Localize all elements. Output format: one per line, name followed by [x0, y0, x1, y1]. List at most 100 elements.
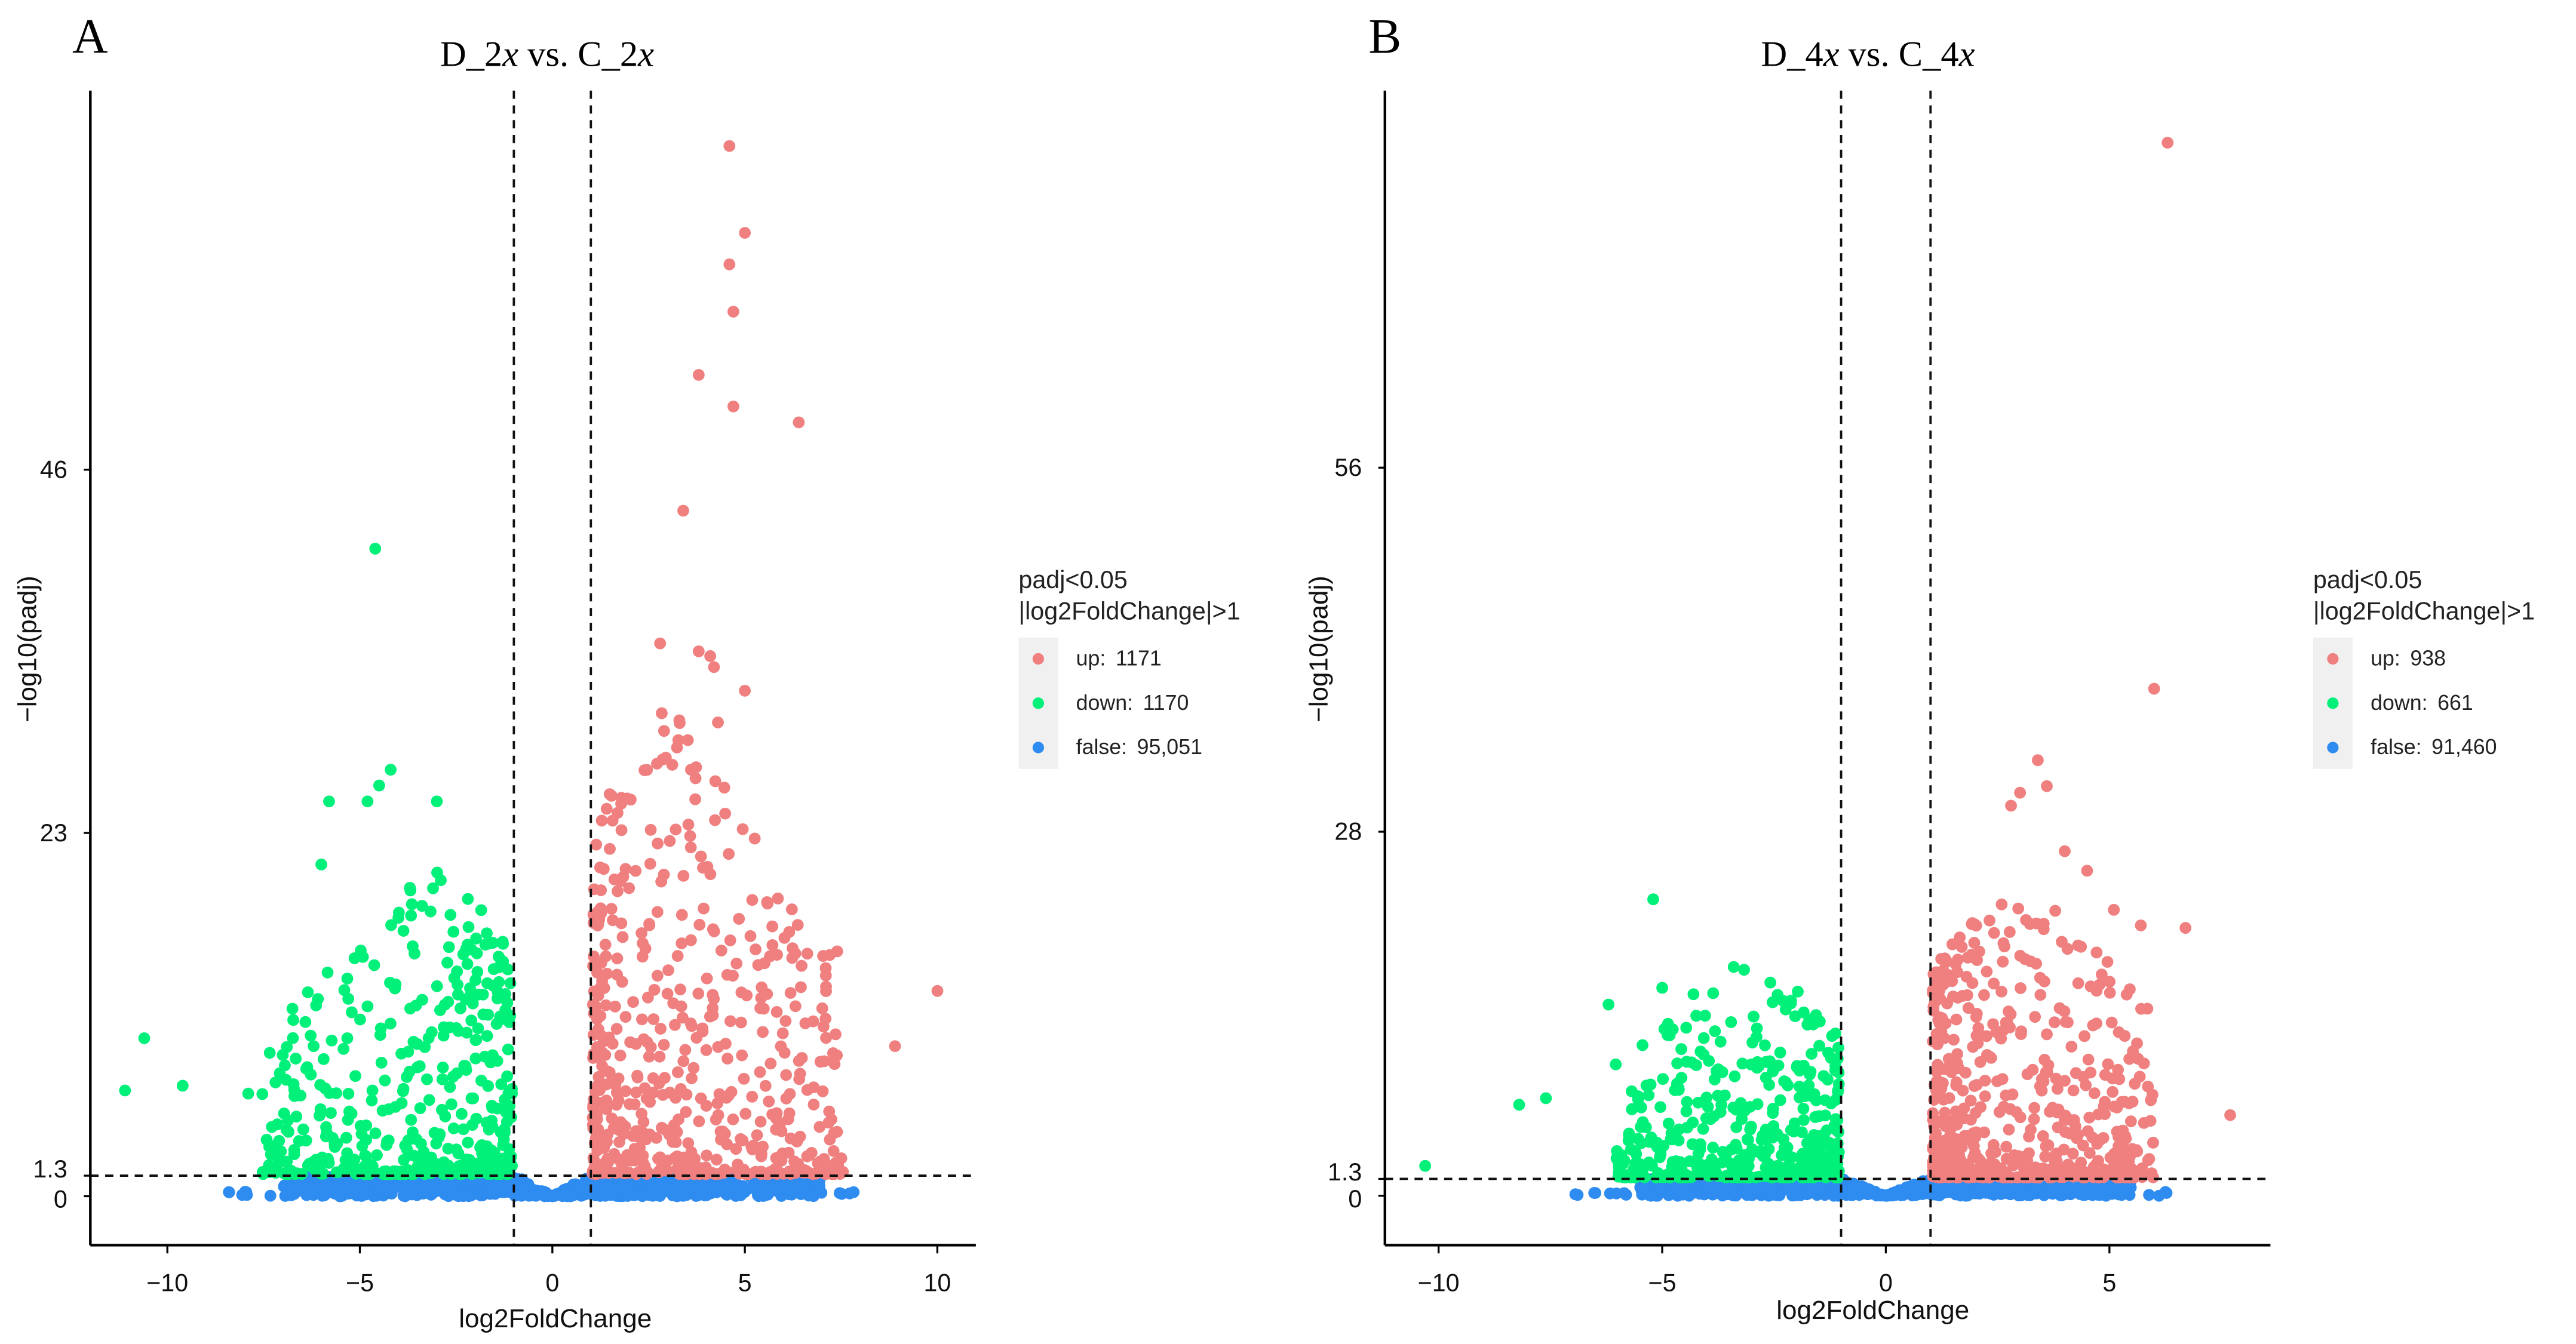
point-up [669, 1019, 681, 1031]
point-up [796, 959, 808, 972]
point-down [373, 779, 385, 792]
point-up [1929, 989, 1941, 1001]
point-down [502, 1043, 514, 1056]
point-up [746, 894, 759, 906]
point-up [676, 909, 688, 921]
point-up [624, 1036, 637, 1048]
point-down [356, 1140, 369, 1152]
point-down [366, 1094, 378, 1107]
point-up [715, 945, 727, 957]
point-up [709, 814, 721, 826]
point-up [682, 1137, 695, 1149]
point-up [2081, 865, 2093, 877]
point-up [647, 1013, 660, 1025]
point-down [1752, 1060, 1765, 1072]
point-up [754, 1066, 766, 1078]
point-up [819, 1013, 832, 1025]
point-up [791, 1136, 803, 1148]
point-down [1681, 1171, 1694, 1183]
point-up [1985, 1157, 1997, 1169]
point-false [788, 1180, 800, 1192]
point-down [308, 1040, 320, 1052]
x-tick-label: 5 [738, 1269, 752, 1296]
point-false [1589, 1187, 1602, 1199]
point-up [664, 835, 676, 847]
point-up [2131, 1037, 2143, 1050]
point-up [2034, 989, 2047, 1001]
point-up [701, 972, 713, 985]
point-down [1755, 1134, 1768, 1146]
point-up [784, 987, 797, 999]
point-down [369, 543, 382, 555]
point-false [1755, 1186, 1767, 1199]
point-up [723, 848, 735, 860]
point-up [619, 1011, 632, 1023]
points-layer [119, 140, 944, 1202]
point-false [518, 1186, 531, 1198]
point-up [1951, 966, 1964, 978]
point-down [462, 921, 475, 933]
point-down [434, 1128, 446, 1140]
point-up [667, 1136, 679, 1148]
point-down [1822, 1074, 1834, 1086]
point-up [680, 1106, 692, 1118]
point-down [330, 1087, 342, 1099]
point-up [592, 1023, 604, 1035]
point-up [820, 1032, 832, 1044]
point-down [1654, 1171, 1667, 1183]
point-up [793, 1054, 805, 1067]
threshold-lines [1384, 90, 2271, 1245]
point-up [677, 505, 689, 517]
point-down [405, 1114, 417, 1126]
point-down [1832, 1078, 1845, 1090]
point-up [745, 1140, 758, 1153]
point-down [1777, 995, 1789, 1007]
point-down [423, 1094, 435, 1106]
point-down [299, 1016, 312, 1028]
point-false [562, 1187, 575, 1200]
point-down [1725, 1016, 1737, 1028]
point-down [481, 927, 493, 940]
point-down [263, 1140, 275, 1153]
point-down [368, 959, 380, 971]
point-up [1968, 1080, 1981, 1092]
point-up [592, 1071, 605, 1083]
point-down [266, 1121, 278, 1133]
point-down [402, 1045, 415, 1058]
point-up [889, 1040, 901, 1052]
point-up [2014, 786, 2027, 799]
point-up [1980, 1168, 1992, 1180]
legend-title-line-1: padj<0.05 [1018, 566, 1127, 593]
point-up [693, 918, 706, 931]
point-up [754, 1002, 766, 1014]
point-down [1736, 1057, 1749, 1070]
point-false [658, 1184, 670, 1197]
point-down [331, 1137, 343, 1150]
point-false [318, 1180, 330, 1192]
point-up [1988, 927, 2000, 939]
point-up [1969, 1107, 1982, 1119]
point-down [1610, 1058, 1622, 1071]
point-down [456, 1108, 468, 1120]
point-up [643, 918, 655, 930]
point-false [2121, 1182, 2133, 1194]
point-up [658, 869, 670, 881]
point-down [1635, 1137, 1647, 1149]
point-down [1794, 1065, 1806, 1077]
point-down [1613, 1166, 1625, 1179]
point-false [264, 1189, 277, 1202]
point-down [342, 992, 355, 1005]
point-down [487, 963, 500, 975]
point-up [1997, 955, 2009, 968]
point-up [2038, 1054, 2051, 1066]
point-up [695, 1092, 707, 1105]
point-up [831, 1125, 843, 1138]
point-down [470, 1112, 483, 1125]
point-up [700, 1044, 713, 1056]
point-down [384, 1017, 397, 1030]
point-up [819, 969, 832, 982]
point-up [2051, 1082, 2064, 1095]
point-down [472, 1022, 484, 1035]
point-down [282, 1114, 294, 1127]
point-up [2102, 1058, 2114, 1071]
